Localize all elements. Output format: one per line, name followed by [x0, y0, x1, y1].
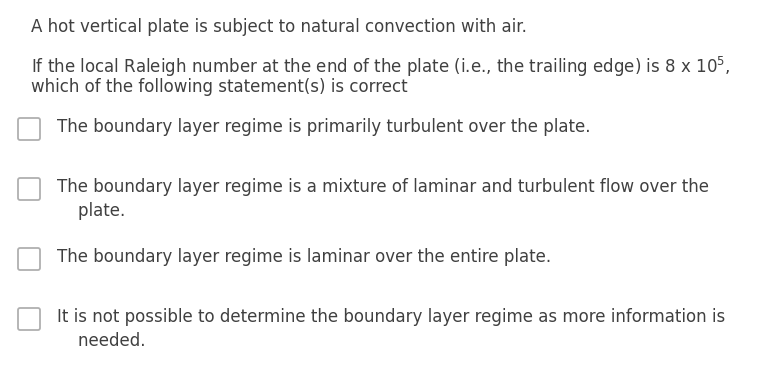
FancyBboxPatch shape — [18, 178, 40, 200]
FancyBboxPatch shape — [18, 308, 40, 330]
FancyBboxPatch shape — [18, 248, 40, 270]
Text: which of the following statement(s) is correct: which of the following statement(s) is c… — [31, 78, 407, 96]
Text: The boundary layer regime is laminar over the entire plate.: The boundary layer regime is laminar ove… — [57, 248, 551, 266]
Text: The boundary layer regime is a mixture of laminar and turbulent flow over the
  : The boundary layer regime is a mixture o… — [57, 178, 709, 220]
Text: It is not possible to determine the boundary layer regime as more information is: It is not possible to determine the boun… — [57, 308, 725, 350]
FancyBboxPatch shape — [18, 118, 40, 140]
Text: The boundary layer regime is primarily turbulent over the plate.: The boundary layer regime is primarily t… — [57, 118, 591, 136]
Text: A hot vertical plate is subject to natural convection with air.: A hot vertical plate is subject to natur… — [31, 18, 527, 36]
Text: If the local Raleigh number at the end of the plate (i.e., the trailing edge) is: If the local Raleigh number at the end o… — [31, 55, 730, 79]
